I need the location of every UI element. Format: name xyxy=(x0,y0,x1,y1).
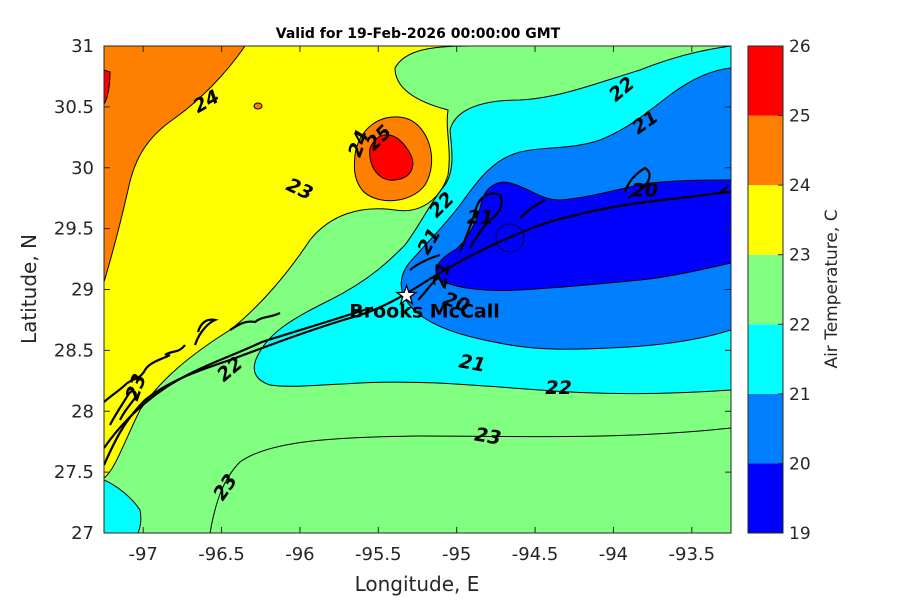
station-star-icon xyxy=(395,283,418,306)
colorbar-swatch xyxy=(748,463,783,533)
colorbar-swatch xyxy=(748,324,783,394)
colorbar-tick-label: 22 xyxy=(789,315,811,335)
x-axis-label: Longitude, E xyxy=(355,572,480,596)
y-tick-label: 30 xyxy=(71,158,94,179)
band-24-25-northwest xyxy=(104,46,246,283)
y-tick-label: 31 xyxy=(71,36,94,57)
colorbar-swatch xyxy=(748,254,783,325)
colorbar-tick-label: 21 xyxy=(789,385,811,405)
x-tick-label: -95 xyxy=(442,544,471,565)
x-axis-ticks: -97 -96.5 -96 -95.5 -95 -94.5 -94 -93.5 xyxy=(128,46,715,565)
band-21-22-southwest xyxy=(104,479,142,533)
band-24-25-small xyxy=(253,102,263,110)
y-tick-label: 29 xyxy=(71,280,94,301)
y-axis-label: Latitude, N xyxy=(17,234,41,344)
band-25-26-blob xyxy=(369,134,414,181)
contour-label: 21 xyxy=(457,350,487,376)
x-tick-label: -95.5 xyxy=(355,544,402,565)
colorbar-label: Air Temperature, C xyxy=(822,209,842,368)
x-tick-label: -96.5 xyxy=(198,544,245,565)
coastline xyxy=(104,166,731,466)
y-tick-label: 29.5 xyxy=(54,219,94,240)
colorbar-swatch xyxy=(748,185,783,255)
x-tick-label: -94 xyxy=(599,544,628,565)
y-tick-label: 30.5 xyxy=(54,97,94,118)
x-tick-label: -96 xyxy=(285,544,314,565)
colorbar-tick-label: 19 xyxy=(789,524,811,544)
colorbar-tick-label: 20 xyxy=(789,454,811,474)
y-axis-ticks: 27 27.5 28 28.5 29 29.5 30 30.5 31 xyxy=(54,36,731,544)
colorbar-swatch xyxy=(748,115,783,186)
colorbar: 19 20 21 22 23 24 25 26 xyxy=(747,37,811,544)
contour-label: 20 xyxy=(632,180,658,202)
y-tick-label: 28 xyxy=(71,401,94,422)
colorbar-tick-label: 24 xyxy=(789,176,811,196)
plot-title: Valid for 19-Feb-2026 00:00:00 GMT xyxy=(276,26,561,42)
contour-label: 23 xyxy=(473,423,503,449)
x-tick-label: -97 xyxy=(128,544,157,565)
x-tick-label: -93.5 xyxy=(669,544,716,565)
colorbar-frame xyxy=(747,45,784,534)
station-label: Brooks McCall xyxy=(349,301,499,323)
colorbar-tick-label: 26 xyxy=(789,37,811,57)
x-tick-label: -94.5 xyxy=(512,544,559,565)
y-tick-label: 28.5 xyxy=(54,340,94,361)
contour-label: 21 xyxy=(429,260,455,290)
colorbar-swatch xyxy=(748,46,783,116)
colorbar-swatch xyxy=(748,393,783,464)
colorbar-tick-label: 23 xyxy=(789,246,811,266)
contour-label: 22 xyxy=(545,377,571,399)
y-tick-label: 27 xyxy=(71,523,94,544)
colorbar-tick-label: 25 xyxy=(789,107,811,127)
contour-label: 21 xyxy=(467,206,493,228)
y-tick-label: 27.5 xyxy=(54,462,94,483)
station-marker-group: Brooks McCall xyxy=(349,283,500,323)
temperature-field xyxy=(104,46,731,533)
